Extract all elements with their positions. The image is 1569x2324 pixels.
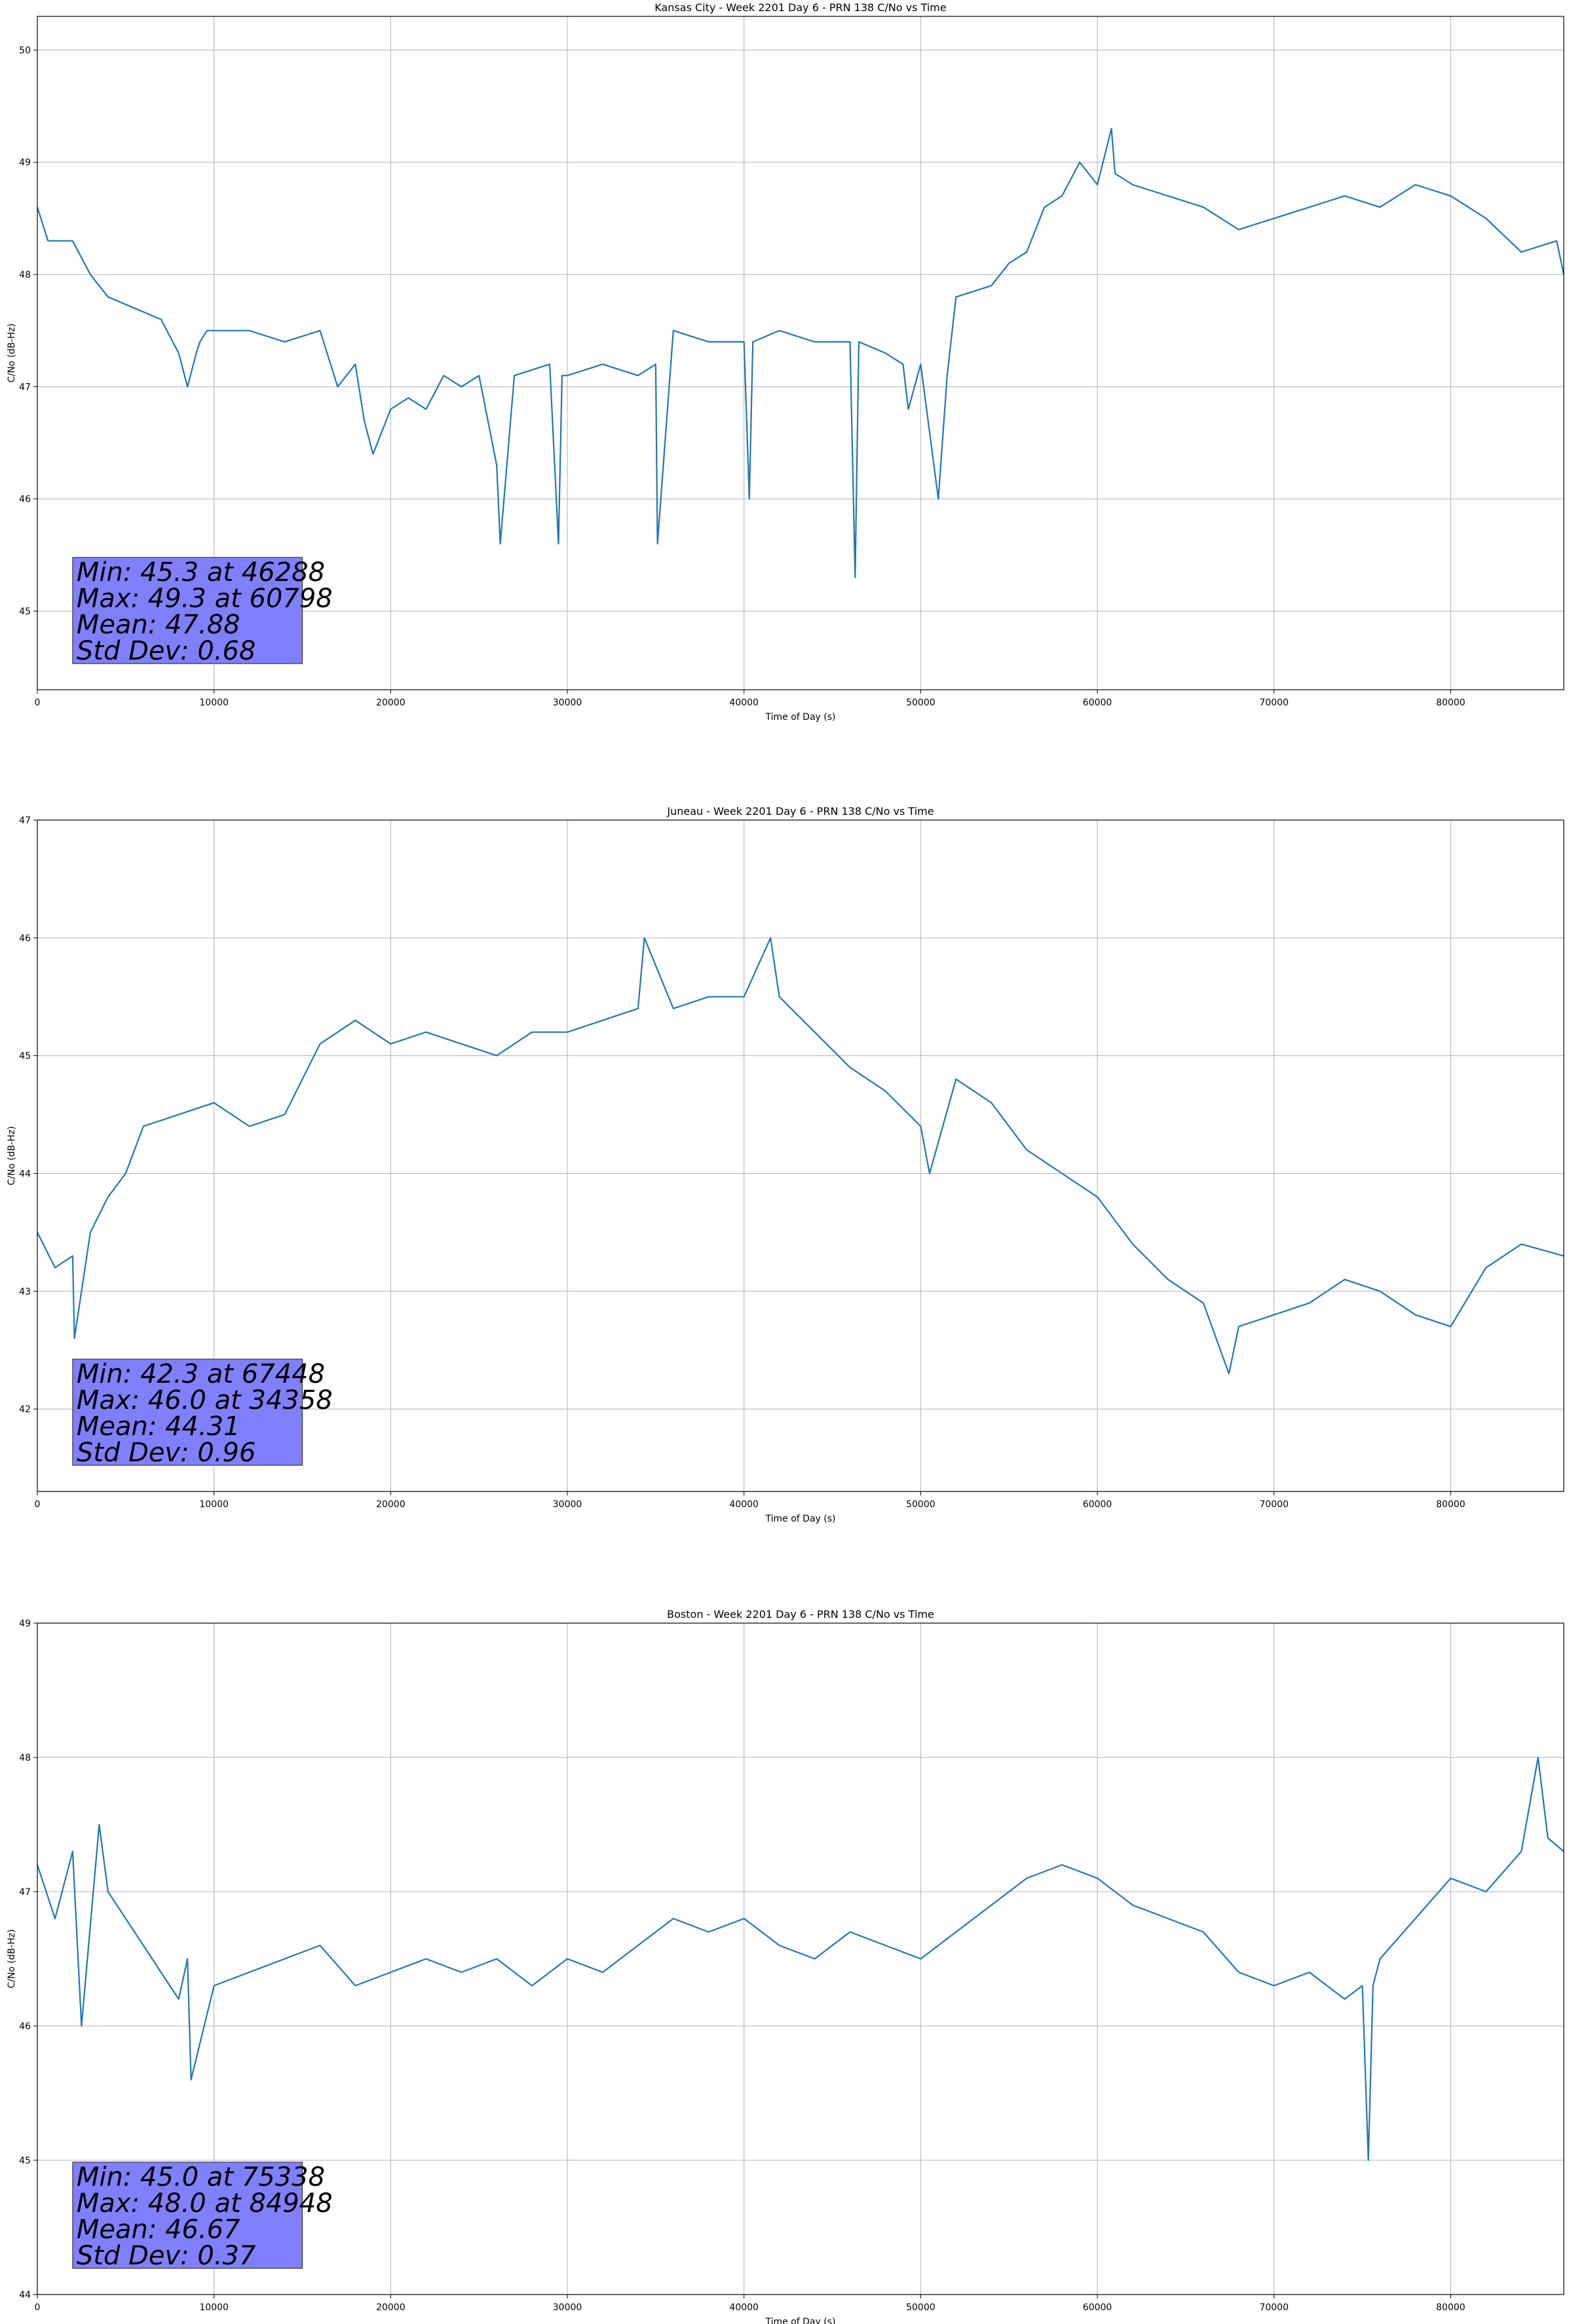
- x-tick-label: 20000: [376, 2302, 406, 2313]
- cno-series-line: [36, 128, 1565, 578]
- x-tick-label: 60000: [1083, 1499, 1112, 1510]
- y-tick-label: 47: [19, 815, 31, 826]
- chart-title: Kansas City - Week 2201 Day 6 - PRN 138 …: [654, 1, 946, 14]
- x-tick-label: 30000: [553, 2302, 582, 2313]
- stats-box: [72, 2162, 303, 2269]
- x-tick-label: 40000: [729, 1499, 759, 1510]
- stats-line: Mean: 44.31: [77, 1412, 240, 1442]
- x-tick-label: 0: [35, 698, 41, 708]
- y-tick-label: 47: [19, 1887, 31, 1898]
- y-tick-label: 46: [19, 933, 31, 944]
- x-tick-label: 40000: [729, 2302, 759, 2313]
- y-tick-label: 50: [19, 45, 31, 56]
- x-tick-label: 60000: [1083, 698, 1112, 708]
- chart-panel-3: 0 10000 20000 30000 40000 50000 60000 70000 8000…: [7, 1608, 1564, 2324]
- stats-line: Min: 45.3 at 46288: [77, 557, 325, 588]
- x-tick-label: 20000: [376, 698, 406, 708]
- x-tick-label: 70000: [1259, 698, 1289, 708]
- y-tick-label: 43: [19, 1286, 31, 1297]
- x-axis-label: Time of Day (s): [765, 1514, 836, 1524]
- chart-title: Juneau - Week 2201 Day 6 - PRN 138 C/No …: [666, 805, 934, 817]
- y-tick-label: 44: [19, 1169, 31, 1179]
- x-axis-label: Time of Day (s): [765, 712, 836, 722]
- y-tick-label: 46: [19, 495, 31, 505]
- y-tick-label: 42: [19, 1404, 31, 1415]
- stats-box: [72, 1359, 303, 1466]
- stats-line: Max: 46.0 at 34358: [77, 1385, 333, 1415]
- chart-panel-2: 0 10000 20000 30000 40000 50000 60000 70000 8000…: [7, 805, 1564, 1524]
- y-tick-label: 45: [19, 607, 31, 617]
- y-tick-label: 49: [19, 1619, 31, 1629]
- y-tick-label: 47: [19, 382, 31, 392]
- cno-series-line: [37, 937, 1564, 1375]
- stats-line: Min: 42.3 at 67448: [77, 1359, 325, 1389]
- y-tick-label: 44: [19, 2290, 31, 2300]
- y-axis-label: C/No (dB-Hz): [7, 324, 17, 383]
- x-tick-label: 70000: [1259, 1499, 1289, 1510]
- stats-line: Mean: 47.88: [77, 610, 240, 640]
- x-tick-label: 30000: [553, 1499, 582, 1510]
- stats-line: Std Dev: 0.96: [77, 1438, 256, 1468]
- x-tick-label: 0: [35, 1499, 41, 1510]
- x-tick-label: 50000: [906, 1499, 936, 1510]
- stats-line: Std Dev: 0.68: [77, 636, 256, 666]
- x-tick-label: 10000: [199, 1499, 229, 1510]
- chart-title: Boston - Week 2201 Day 6 - PRN 138 C/No …: [667, 1608, 934, 1621]
- y-tick-label: 46: [19, 2021, 31, 2032]
- x-tick-label: 20000: [376, 1499, 406, 1510]
- y-tick-label: 45: [19, 1051, 31, 1062]
- stats-line: Mean: 46.67: [77, 2215, 240, 2245]
- stats-line: Min: 45.0 at 75338: [77, 2162, 325, 2192]
- x-tick-label: 40000: [729, 698, 759, 708]
- y-axis-label: C/No (dB-Hz): [7, 1929, 17, 1988]
- stats-line: Max: 48.0 at 84948: [77, 2188, 333, 2219]
- y-tick-label: 48: [19, 1753, 31, 1763]
- x-tick-label: 50000: [906, 698, 936, 708]
- stats-box: [72, 557, 303, 664]
- x-tick-label: 30000: [553, 698, 582, 708]
- plot-frame: [37, 819, 1564, 1492]
- stats-line: Max: 49.3 at 60798: [77, 584, 333, 614]
- x-tick-label: 50000: [906, 2302, 936, 2313]
- stats-line: Std Dev: 0.37: [77, 2241, 256, 2271]
- x-tick-label: 80000: [1436, 2302, 1465, 2313]
- plot-frame: [37, 1622, 1564, 2295]
- x-tick-label: 80000: [1436, 698, 1465, 708]
- x-tick-label: 60000: [1083, 2302, 1112, 2313]
- y-axis-label: C/No (dB-Hz): [7, 1126, 17, 1185]
- x-tick-label: 0: [35, 2302, 41, 2313]
- x-axis-label: Time of Day (s): [765, 2317, 836, 2324]
- x-tick-label: 10000: [199, 698, 229, 708]
- x-tick-label: 80000: [1436, 1499, 1465, 1510]
- y-tick-label: 48: [19, 270, 31, 280]
- chart-panel-1: 0 10000 20000 30000 40000 50000 60000 70000 8000…: [7, 1, 1565, 722]
- y-tick-label: 45: [19, 2156, 31, 2166]
- y-tick-label: 49: [19, 158, 31, 168]
- x-tick-label: 10000: [199, 2302, 229, 2313]
- x-tick-label: 70000: [1259, 2302, 1289, 2313]
- cno-series-line: [36, 1756, 1564, 2162]
- plot-frame: [37, 16, 1564, 690]
